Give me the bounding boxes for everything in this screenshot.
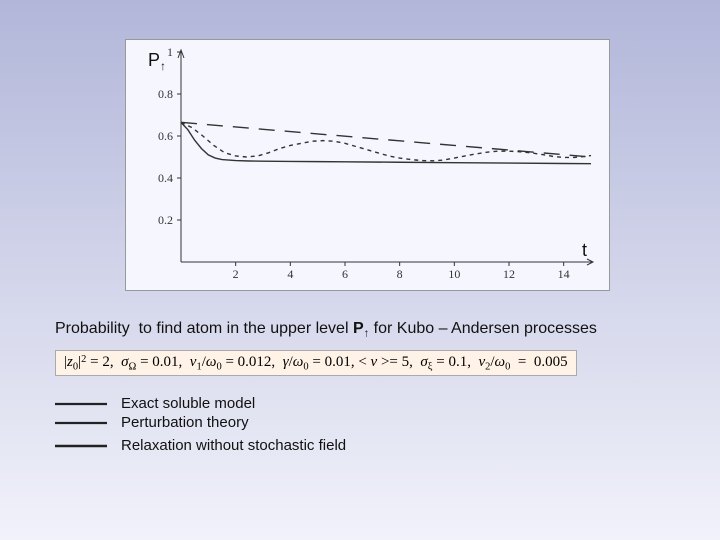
legend-item-relaxation: Relaxation without stochastic field — [55, 437, 346, 454]
svg-text:t: t — [582, 240, 587, 260]
legend-swatch-perturbation — [55, 416, 107, 430]
svg-text:0.2: 0.2 — [158, 213, 173, 227]
svg-text:0.4: 0.4 — [158, 171, 173, 185]
svg-text:8: 8 — [397, 267, 403, 281]
svg-text:6: 6 — [342, 267, 348, 281]
svg-text:0.6: 0.6 — [158, 129, 173, 143]
legend-swatch-relaxation — [55, 439, 107, 453]
legend-swatch-exact — [55, 397, 107, 411]
svg-text:2: 2 — [233, 267, 239, 281]
legend-item-perturbation: Perturbation theory — [55, 414, 346, 431]
svg-text:1: 1 — [167, 45, 173, 59]
svg-text:P↑: P↑ — [148, 50, 166, 73]
svg-text:10: 10 — [448, 267, 460, 281]
caption-text: Probability to find atom in the upper le… — [55, 320, 597, 339]
legend: Exact soluble model Perturbation theory … — [55, 395, 346, 456]
legend-label-exact: Exact soluble model — [121, 395, 255, 412]
legend-label-relaxation: Relaxation without stochastic field — [121, 437, 346, 454]
parameters-box: |z0|2 = 2, σΩ = 0.01, ν1/ω0 = 0.012, γ/ω… — [55, 350, 577, 376]
svg-text:12: 12 — [503, 267, 515, 281]
svg-text:0.8: 0.8 — [158, 87, 173, 101]
chart-panel: 2 4 6 8 10 12 14 0.2 0.4 0.6 0.8 1P↑ t — [125, 39, 610, 291]
svg-text:4: 4 — [287, 267, 293, 281]
legend-item-exact: Exact soluble model — [55, 395, 346, 412]
probability-chart: 2 4 6 8 10 12 14 0.2 0.4 0.6 0.8 1P↑ t — [126, 40, 611, 292]
svg-text:14: 14 — [558, 267, 570, 281]
legend-label-perturbation: Perturbation theory — [121, 414, 249, 431]
